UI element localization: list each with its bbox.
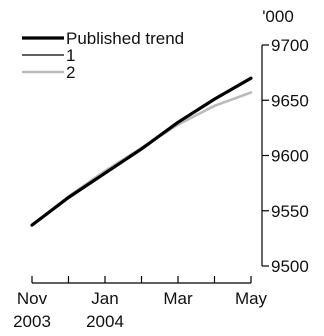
x-tick-label: May [235, 289, 268, 308]
legend-label-2: 1 [66, 46, 75, 65]
y-tick-label: 9500 [271, 257, 309, 276]
legend-label-3: 2 [66, 63, 75, 82]
y-tick-label: 9700 [271, 36, 309, 55]
legend-label-1: Published trend [66, 29, 184, 48]
series-line-2 [31, 77, 252, 226]
y-tick-label: 9550 [271, 202, 309, 221]
y-tick-label: 9600 [271, 147, 309, 166]
x-axis: Nov 2003 Jan 2004 Mar May [13, 276, 268, 331]
y-unit-label: '000 [262, 7, 294, 26]
x-tick-label: Jan [91, 289, 118, 308]
x-tick-label: Mar [163, 289, 193, 308]
x-tick-label: Nov [17, 289, 48, 308]
x-tick-year-label: 2003 [13, 312, 51, 331]
series-line-1 [30, 76, 253, 227]
series-layer [30, 76, 253, 227]
x-tick-year-label: 2004 [86, 312, 124, 331]
y-axis: 9500 9550 9600 9650 9700 '000 [261, 7, 309, 276]
y-tick-label: 9650 [271, 91, 309, 110]
series-line-3 [30, 91, 253, 227]
